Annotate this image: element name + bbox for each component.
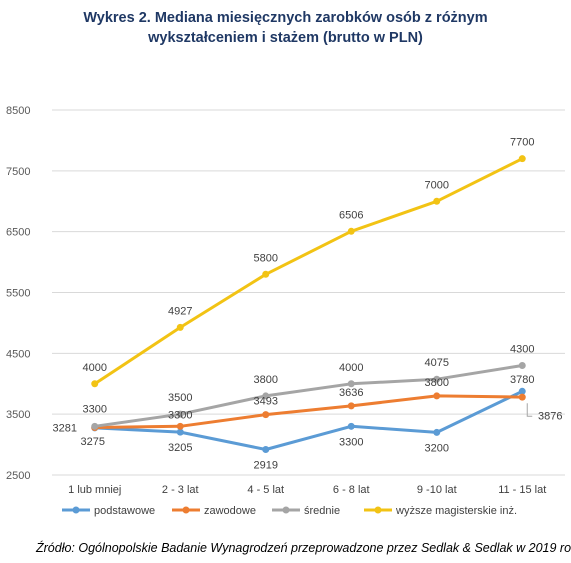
data-label: 3876	[538, 410, 562, 422]
y-tick-label: 5500	[6, 288, 30, 300]
legend-marker	[72, 506, 80, 514]
data-point	[433, 428, 441, 436]
legend-label: zawodowe	[204, 505, 256, 517]
data-point	[262, 446, 270, 454]
data-label: 4000	[83, 362, 107, 374]
x-tick-label: 4 - 5 lat	[247, 484, 284, 496]
y-tick-label: 3500	[6, 409, 30, 421]
legend-marker	[182, 506, 190, 514]
data-point	[176, 410, 184, 418]
data-label: 6506	[339, 209, 363, 221]
data-label: 3200	[425, 442, 449, 454]
source-note: Źródło: Ogólnopolskie Badanie Wynagrodze…	[36, 541, 571, 555]
data-label: 3800	[425, 377, 449, 389]
data-point	[518, 155, 526, 163]
data-point	[262, 411, 270, 419]
data-label: 3800	[254, 374, 278, 386]
x-tick-label: 2 - 3 lat	[162, 484, 199, 496]
legend-label: podstawowe	[94, 505, 155, 517]
data-label: 3275	[81, 436, 105, 448]
chart-title-line-1: Wykres 2. Mediana miesięcznych zarobków …	[83, 10, 488, 26]
data-label: 3493	[254, 396, 278, 408]
data-label: 3281	[53, 422, 77, 434]
series-line-2	[93, 364, 524, 428]
y-tick-label: 7500	[6, 166, 30, 178]
legend-marker	[374, 506, 382, 514]
data-label: 3500	[168, 392, 192, 404]
data-label: 4000	[339, 362, 363, 374]
data-point	[176, 428, 184, 436]
y-tick-label: 4500	[6, 348, 30, 360]
y-tick-label: 2500	[6, 470, 30, 482]
data-point	[433, 197, 441, 205]
data-label: 3780	[510, 374, 534, 386]
legend-label: wyższe magisterskie inż.	[395, 505, 517, 517]
data-label: 7000	[425, 179, 449, 191]
series-line-0	[93, 389, 524, 451]
data-label: 3205	[168, 442, 192, 454]
data-point	[347, 402, 355, 410]
data-point	[347, 227, 355, 235]
x-tick-label: 1 lub mniej	[68, 484, 121, 496]
data-point	[433, 375, 441, 383]
chart-title-line-2: wykształceniem i stażem (brutto w PLN)	[148, 30, 423, 46]
data-label: 5800	[254, 252, 278, 264]
data-label: 4927	[168, 305, 192, 317]
legend-marker	[282, 506, 290, 514]
x-tick-label: 6 - 8 lat	[333, 484, 370, 496]
y-tick-label: 6500	[6, 227, 30, 239]
series-line-1	[93, 394, 524, 429]
data-point	[518, 393, 526, 401]
data-point	[91, 380, 99, 388]
series-line-3	[93, 157, 524, 386]
data-point	[91, 422, 99, 430]
data-point	[262, 270, 270, 278]
x-tick-label: 11 - 15 lat	[498, 484, 546, 496]
legend-label: średnie	[304, 505, 340, 517]
data-point	[433, 392, 441, 400]
data-label: 4300	[510, 344, 534, 356]
line-chart: 2500 3500 4500 5500 6500 7500 8500 1 lub mniej 2…	[6, 105, 565, 517]
chart-title: Wykres 2. Mediana miesięcznych zarobków …	[0, 8, 571, 48]
data-point	[262, 392, 270, 400]
leader-line	[526, 403, 533, 417]
data-point	[176, 422, 184, 430]
x-tick-label: 9 -10 lat	[417, 484, 457, 496]
data-label: 3636	[339, 387, 363, 399]
data-point	[347, 422, 355, 430]
data-label: 3300	[83, 403, 107, 415]
data-point	[518, 387, 526, 395]
data-label: 3300	[339, 436, 363, 448]
y-tick-label: 8500	[6, 105, 30, 117]
data-point	[347, 380, 355, 388]
data-point	[518, 362, 526, 369]
data-label: 4075	[425, 357, 449, 369]
data-point	[176, 323, 184, 331]
data-label: 3300	[168, 409, 192, 421]
data-label: 7700	[510, 137, 534, 149]
data-label: 2919	[254, 460, 278, 472]
